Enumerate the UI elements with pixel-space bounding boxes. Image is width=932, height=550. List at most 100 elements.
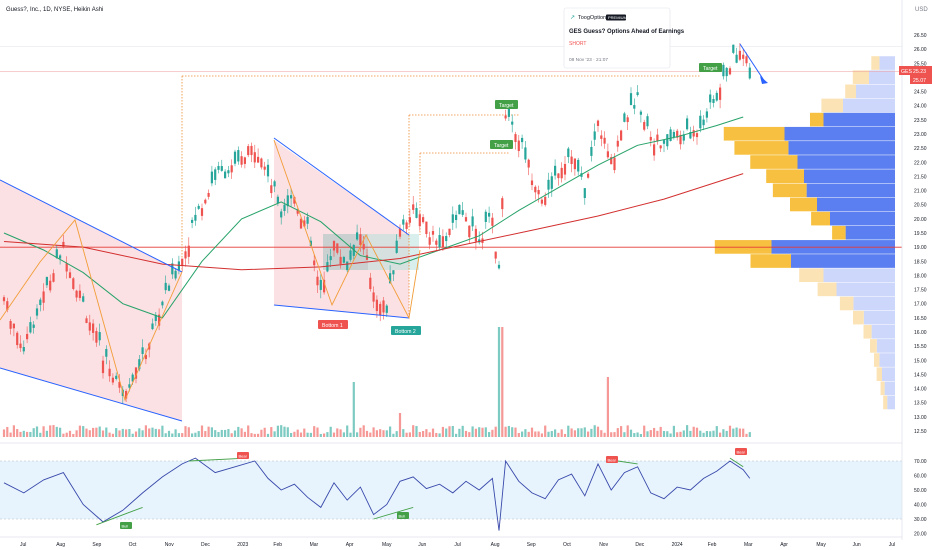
- candle-body: [134, 367, 138, 379]
- premium-badge-text: PREMIUM: [608, 15, 627, 20]
- volume-bar: [372, 427, 375, 437]
- candle-body: [504, 115, 507, 119]
- volume-bar: [643, 425, 646, 437]
- volume-bar: [12, 425, 15, 437]
- candle-body: [26, 333, 29, 340]
- volume-bar: [563, 433, 567, 437]
- candle-body: [646, 116, 649, 127]
- candle-body: [270, 185, 273, 194]
- rsi-band: [0, 461, 902, 519]
- volume-bar: [260, 429, 263, 437]
- annotation-badges: Bottom 1 Bottom 2 Target Target Target B…: [120, 63, 747, 529]
- candle-body: [738, 50, 741, 60]
- volume-bar: [214, 430, 217, 437]
- rsi-tick-label: 50.00: [914, 488, 927, 494]
- candle-body: [280, 211, 283, 218]
- last-price-value: 25.23: [913, 69, 926, 75]
- volume-bar: [573, 430, 576, 437]
- volume-bar: [52, 425, 55, 437]
- volume-bar: [587, 431, 590, 437]
- candle-body: [620, 130, 623, 141]
- rsi-bull-badge-2: [397, 512, 409, 519]
- candle-body: [412, 204, 415, 210]
- candle-body: [686, 118, 689, 130]
- volume-bar: [494, 426, 497, 437]
- volume-bar: [633, 433, 636, 437]
- volume-bar: [491, 429, 494, 437]
- volume-bar: [577, 428, 580, 437]
- volume-bar: [200, 425, 204, 437]
- candle-body: [554, 165, 557, 176]
- vp-down-bar: [845, 225, 895, 240]
- candle-body: [138, 359, 141, 370]
- candle-body: [435, 240, 438, 245]
- volume-bar: [55, 426, 58, 437]
- candle-body: [247, 146, 250, 156]
- candle-body: [22, 347, 25, 352]
- candle-body: [9, 321, 12, 329]
- vp-up-bar: [839, 296, 854, 311]
- rsi-bear-badge-2: [606, 456, 618, 463]
- candle-body: [224, 171, 227, 179]
- candle-body: [530, 180, 534, 186]
- price-tick-label: 19.00: [914, 245, 927, 251]
- volume-bar: [118, 430, 121, 437]
- volume-bar: [702, 432, 705, 437]
- candle-body: [72, 278, 75, 289]
- candle-body: [349, 250, 352, 260]
- volume-bar: [227, 429, 230, 437]
- volume-bar: [111, 433, 114, 437]
- candle-body: [461, 210, 464, 215]
- volume-bar: [342, 432, 345, 437]
- volume-bar: [662, 431, 666, 437]
- candle-body: [557, 173, 560, 179]
- volume-bar: [207, 426, 210, 437]
- volume-bar: [237, 426, 240, 437]
- candle-body: [52, 273, 55, 282]
- volume-bar: [408, 432, 411, 437]
- candle-body: [273, 181, 276, 187]
- volume-bar: [521, 431, 524, 437]
- divergence-line: [373, 506, 414, 520]
- candle-body: [19, 343, 22, 349]
- volume-bar: [22, 430, 25, 437]
- volume-bar: [293, 431, 296, 437]
- candle-body: [306, 216, 309, 224]
- vp-up-bar: [821, 98, 843, 113]
- volume-bar: [418, 431, 421, 437]
- candle-body: [194, 214, 197, 221]
- candle-body: [191, 219, 194, 223]
- vp-down-bar: [887, 395, 895, 410]
- price-tick-label: 24.00: [914, 104, 927, 110]
- volume-bar: [461, 425, 464, 437]
- candle-body: [214, 169, 217, 180]
- candle-body: [689, 131, 692, 139]
- news-card[interactable]: ↗ ToogOptions PREMIUM GES Guess? Options…: [563, 7, 685, 69]
- volume-bar: [233, 430, 237, 437]
- breakout-box: [323, 234, 419, 270]
- candle-body: [316, 276, 319, 286]
- rsi-bear-label-1: Bear: [239, 454, 248, 459]
- candle-body: [458, 204, 461, 215]
- candle-body: [415, 208, 418, 218]
- volume-bar: [184, 426, 187, 437]
- volume-bar: [276, 425, 279, 437]
- volume-bar: [336, 428, 339, 437]
- volume-bar: [679, 431, 682, 437]
- time-tick-label: Aug: [56, 542, 65, 548]
- candle-body: [497, 264, 501, 269]
- volume-bar: [653, 427, 656, 437]
- candle-body: [408, 217, 411, 223]
- w-pattern-shade: [274, 140, 409, 318]
- candle-body: [290, 195, 293, 199]
- divergence-line: [96, 506, 143, 526]
- candle-body: [745, 56, 748, 64]
- candle-body: [326, 262, 329, 272]
- vp-up-bar: [750, 254, 791, 268]
- volume-bar: [676, 432, 679, 437]
- news-title[interactable]: GES Guess? Options Ahead of Earnings: [569, 29, 685, 35]
- price-tick-label: 17.50: [914, 288, 927, 294]
- time-tick-label: Dec: [635, 542, 644, 548]
- candle-body: [653, 144, 656, 156]
